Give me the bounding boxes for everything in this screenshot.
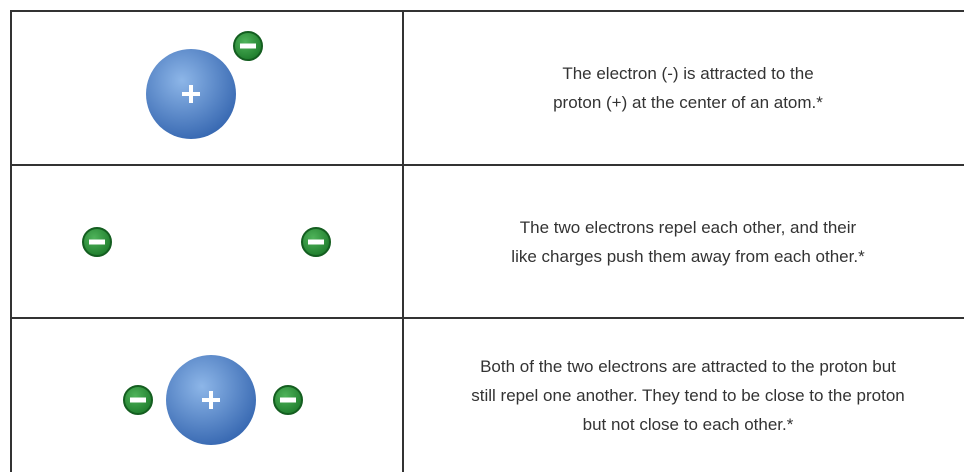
- description-line: proton (+) at the center of an atom.*: [553, 93, 823, 112]
- electron: [233, 31, 263, 61]
- description-cell: The two electrons repel each other, and …: [404, 165, 964, 318]
- description-line: like charges push them away from each ot…: [511, 246, 865, 266]
- proton: [146, 49, 236, 139]
- description-line: The electron (-) is attracted to the: [562, 64, 814, 83]
- electron: [82, 227, 112, 257]
- table-grid: [10, 10, 964, 472]
- description-line: The two electrons repel each other, and …: [519, 217, 857, 237]
- description-cell: The electron (-) is attracted to the prot…: [404, 11, 964, 165]
- proton: [166, 355, 256, 445]
- electron: [301, 227, 331, 257]
- description-cell: Both of the two electrons are attracted …: [404, 318, 964, 472]
- description-line: Both of the two electrons are attracted …: [480, 356, 896, 376]
- electron: [273, 385, 303, 415]
- description-line: still repel one another. They tend to be…: [471, 385, 905, 405]
- electron: [123, 385, 153, 415]
- description-line: but not close to each other.*: [582, 414, 794, 434]
